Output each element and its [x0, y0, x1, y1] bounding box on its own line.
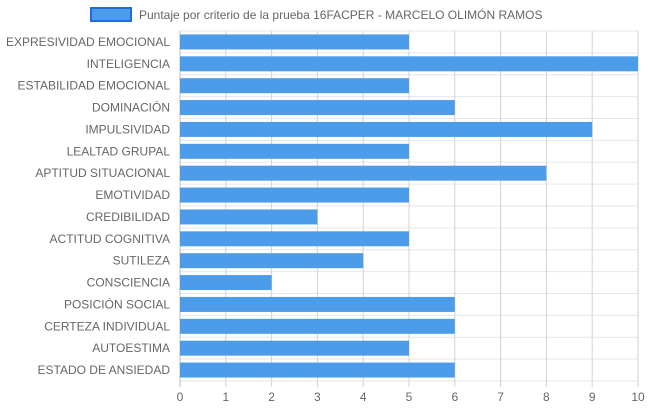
category-label: POSICIÓN SOCIAL: [64, 296, 170, 311]
category-labels: EXPRESIVIDAD EMOCIONAL INTELIGENCIA ESTABI…: [6, 35, 170, 377]
x-tick-label: 6: [451, 390, 458, 404]
x-tick-label: 5: [406, 390, 413, 404]
category-label: ACTITUD COGNITIVA: [50, 232, 170, 246]
category-label: CONSCIENCIA: [87, 276, 170, 290]
legend-swatch: [90, 7, 132, 22]
bar[interactable]: [180, 253, 364, 269]
bar[interactable]: [180, 165, 547, 181]
x-tick-label: 7: [497, 390, 504, 404]
bar[interactable]: [180, 121, 593, 137]
bar[interactable]: [180, 78, 409, 94]
category-label: CREDIBILIDAD: [86, 210, 170, 224]
legend[interactable]: Puntaje por criterio de la prueba 16FACP…: [90, 7, 542, 22]
x-tick-label: 3: [314, 390, 321, 404]
category-label: EXPRESIVIDAD EMOCIONAL: [6, 35, 170, 49]
bar[interactable]: [180, 231, 409, 247]
bar[interactable]: [180, 275, 272, 291]
category-label: SUTILEZA: [113, 254, 170, 268]
category-label: EMOTIVIDAD: [95, 188, 170, 202]
x-tick-label: 9: [589, 390, 596, 404]
bar[interactable]: [180, 56, 638, 72]
bar[interactable]: [180, 143, 409, 159]
bar[interactable]: [180, 100, 455, 116]
x-tick-label: 4: [360, 390, 367, 404]
bars: [180, 34, 638, 378]
x-tick-label: 8: [543, 390, 550, 404]
bar[interactable]: [180, 340, 409, 356]
category-label: AUTOESTIMA: [92, 341, 170, 355]
x-tick-label: 0: [177, 390, 184, 404]
bar[interactable]: [180, 296, 455, 312]
x-tick-label: 10: [631, 390, 645, 404]
bar[interactable]: [180, 209, 318, 225]
category-label: APTITUD SITUACIONAL: [35, 166, 170, 180]
x-tick-label: 1: [222, 390, 229, 404]
legend-label: Puntaje por criterio de la prueba 16FACP…: [139, 7, 542, 22]
bar[interactable]: [180, 362, 455, 378]
bar[interactable]: [180, 34, 409, 50]
category-label: IMPULSIVIDAD: [85, 122, 170, 136]
x-axis-tick-labels: 0 1 2 3 4 5 6 7 8 9 10: [177, 390, 645, 404]
category-label: ESTADO DE ANSIEDAD: [38, 363, 171, 377]
category-label: INTELIGENCIA: [87, 57, 170, 71]
category-label: CERTEZA INDIVIDUAL: [44, 319, 170, 333]
category-label: DOMINACIÓN: [92, 100, 170, 115]
category-label: ESTABILIDAD EMOCIONAL: [18, 79, 171, 93]
x-tick-label: 2: [268, 390, 275, 404]
category-label: LEALTAD GRUPAL: [67, 144, 171, 158]
bar[interactable]: [180, 187, 409, 203]
bar[interactable]: [180, 318, 455, 334]
